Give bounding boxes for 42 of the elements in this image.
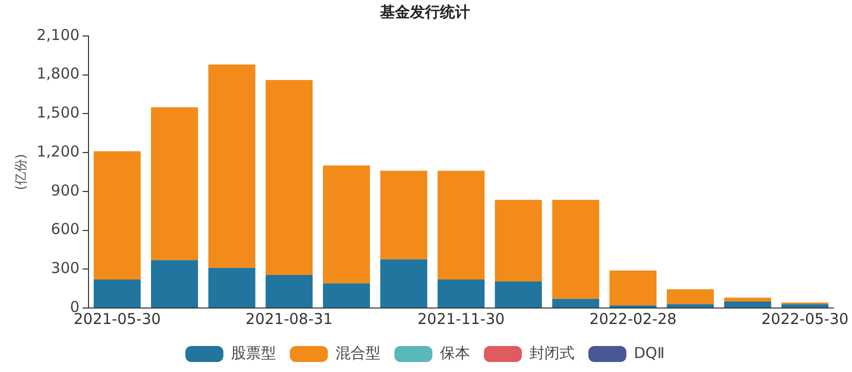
x-tick-label: 2021-08-31 [246, 310, 333, 328]
bar [494, 281, 542, 308]
bar [380, 259, 428, 308]
bar [208, 268, 256, 308]
legend-label: DQⅡ [634, 344, 665, 362]
bar [94, 151, 141, 280]
y-axis-title: (亿份) [14, 154, 30, 190]
y-tick-label: 900 [50, 181, 80, 200]
x-tick-label: 2022-05-30 [761, 310, 849, 328]
bar [438, 280, 485, 308]
bar [610, 270, 657, 306]
bar [266, 80, 313, 275]
bar [438, 170, 485, 280]
y-tick-label: 1,500 [36, 104, 80, 122]
legend-label: 混合型 [335, 344, 380, 362]
bar [552, 200, 600, 299]
x-tick-label: 2021-11-30 [417, 310, 505, 328]
bar [94, 280, 141, 308]
y-tick-label: 2,100 [36, 26, 80, 44]
y-tick-label: 300 [50, 259, 80, 278]
legend-label: 股票型 [230, 344, 276, 362]
legend-label: 保本 [440, 344, 470, 362]
bar [151, 107, 198, 260]
bar [724, 298, 772, 302]
chart-title: 基金发行统计 [379, 2, 470, 21]
bar [208, 64, 256, 268]
y-tick-label: 600 [50, 220, 80, 238]
bar [322, 166, 370, 284]
y-tick-label: 1,800 [36, 64, 80, 83]
bar [666, 304, 714, 308]
legend-label: 封闭式 [529, 344, 574, 362]
bar [151, 260, 198, 308]
bar [724, 302, 772, 308]
bar [266, 274, 313, 308]
bar [666, 289, 714, 304]
bar [552, 298, 600, 308]
x-tick-label: 2022-02-28 [589, 310, 677, 328]
bar [781, 304, 828, 308]
bar [380, 170, 428, 260]
y-tick-label: 1,200 [36, 142, 80, 160]
bar [322, 283, 370, 308]
bar [494, 200, 542, 282]
